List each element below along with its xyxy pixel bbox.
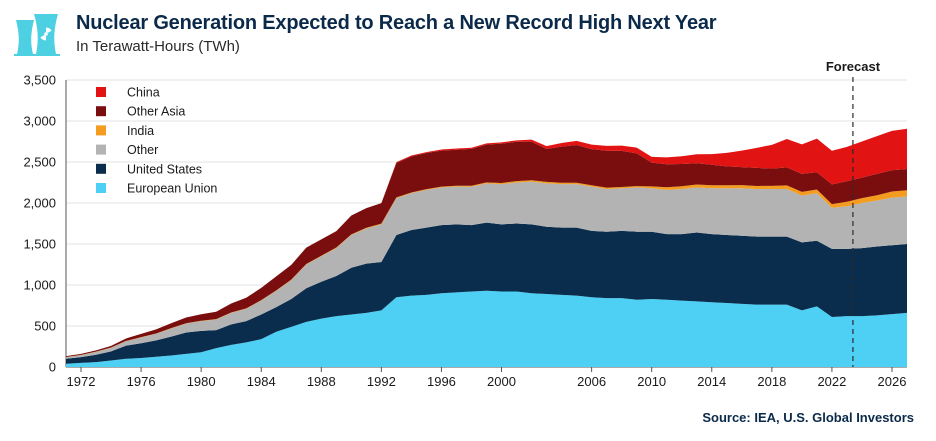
nuclear-cooling-tower-icon xyxy=(14,14,60,56)
legend-swatch-european-union xyxy=(96,183,106,193)
legend-swatch-china xyxy=(96,87,106,97)
y-tick-label: 0 xyxy=(49,360,56,375)
series-area-european-union xyxy=(66,290,907,367)
legend-label: Other Asia xyxy=(127,105,185,119)
legend-label: European Union xyxy=(127,182,217,196)
y-tick-label: 500 xyxy=(34,319,56,334)
y-tick-label: 2,500 xyxy=(23,155,56,170)
x-tick-label: 2010 xyxy=(637,374,666,389)
legend-label: Other xyxy=(127,143,158,157)
x-tick-label: 1992 xyxy=(367,374,396,389)
x-tick-label: 2014 xyxy=(697,374,726,389)
legend-swatch-other xyxy=(96,144,106,155)
legend-label: United States xyxy=(127,162,202,176)
legend-swatch-united-states xyxy=(96,163,106,174)
x-tick-label: 1996 xyxy=(427,374,456,389)
y-tick-label: 2,000 xyxy=(23,196,56,211)
legend-label: India xyxy=(127,124,154,138)
x-tick-label: 2022 xyxy=(817,374,846,389)
y-tick-label: 1,000 xyxy=(23,278,56,293)
x-tick-label: 2006 xyxy=(577,374,606,389)
y-tick-label: 3,000 xyxy=(23,114,56,129)
series-area-china xyxy=(66,128,907,357)
x-tick-label: 1988 xyxy=(307,374,336,389)
source-note: Source: IEA, U.S. Global Investors xyxy=(702,410,914,425)
chart-subtitle: In Terawatt-Hours (TWh) xyxy=(76,38,240,55)
x-tick-label: 2026 xyxy=(878,374,907,389)
y-tick-label: 3,500 xyxy=(23,73,56,88)
series-area-other xyxy=(66,181,907,359)
x-tick-label: 1972 xyxy=(67,374,96,389)
x-tick-label: 2018 xyxy=(757,374,786,389)
legend-swatch-other-asia xyxy=(96,106,106,117)
x-tick-label: 1984 xyxy=(247,374,276,389)
x-tick-label: 1980 xyxy=(187,374,216,389)
legend-swatch-india xyxy=(96,125,106,136)
x-tick-label: 1976 xyxy=(127,374,156,389)
series-area-india xyxy=(66,180,907,358)
series-area-united-states xyxy=(66,222,907,364)
forecast-label: Forecast xyxy=(826,59,881,74)
legend-label: China xyxy=(127,86,160,100)
y-tick-label: 1,500 xyxy=(23,237,56,252)
x-tick-label: 2000 xyxy=(487,374,516,389)
chart-title: Nuclear Generation Expected to Reach a N… xyxy=(76,12,717,34)
